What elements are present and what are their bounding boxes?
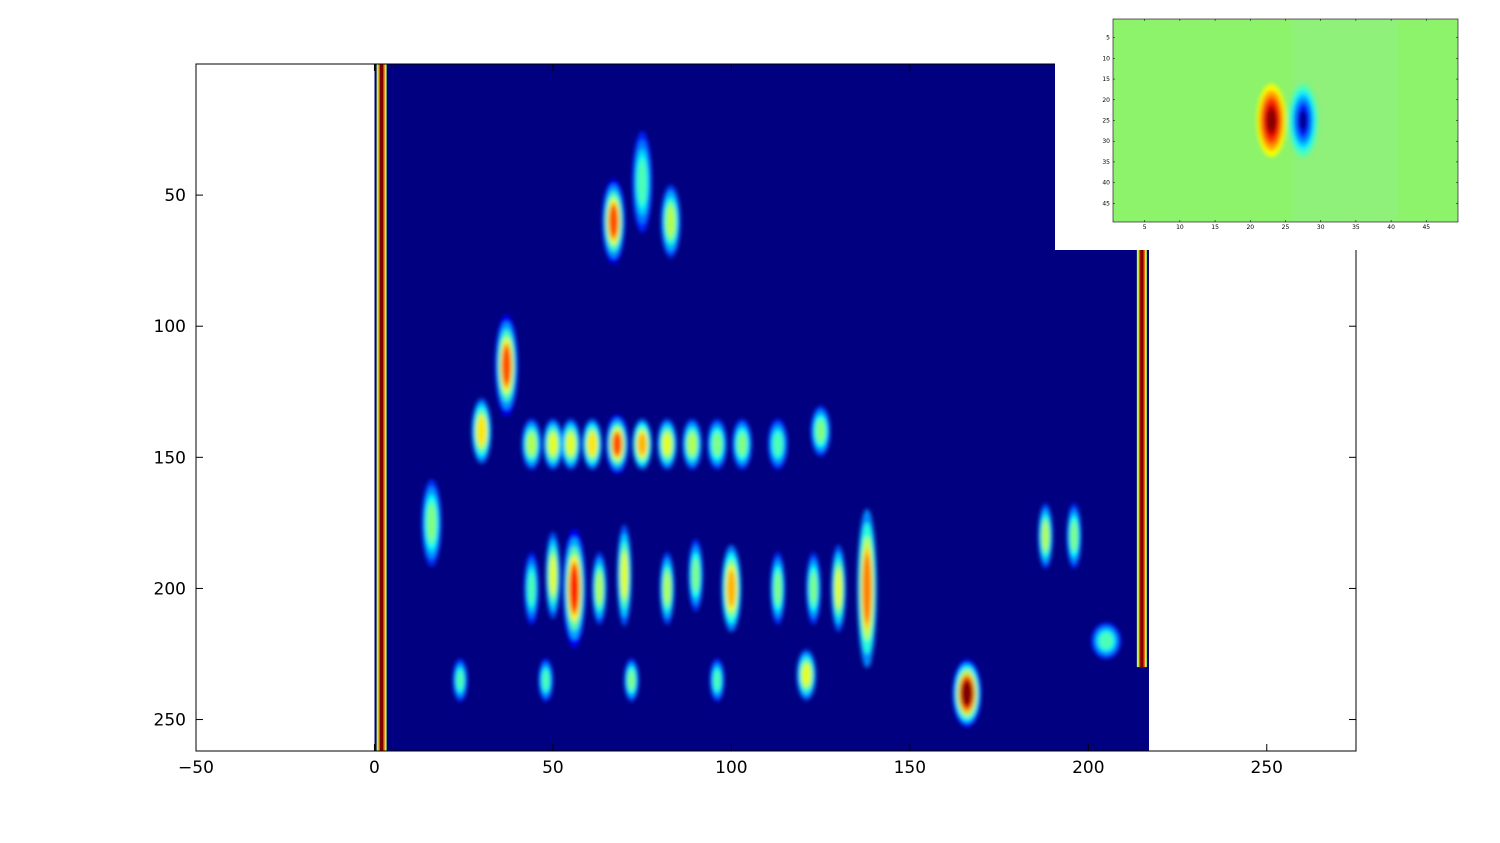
inset-y-tick-label: 20 [1102, 97, 1110, 104]
main-heatmap-features [421, 131, 1121, 728]
inset-x-tick-label: 10 [1176, 224, 1184, 231]
main-heatmap-feature [810, 572, 817, 605]
main-heatmap-feature [1099, 633, 1113, 649]
main-heatmap-feature [713, 670, 721, 690]
main-y-tick-label: 200 [154, 579, 186, 599]
main-heatmap-feature [666, 205, 675, 238]
inset-y-tick-label: 25 [1102, 118, 1110, 125]
main-heatmap-feature [502, 346, 511, 385]
main-y-axis: 50 100 150 200 250 [154, 186, 1356, 731]
inset-y-tick-label: 30 [1102, 138, 1110, 145]
main-heatmap-feature [477, 416, 486, 446]
main-heatmap-feature [835, 569, 842, 608]
main-heatmap-feature [737, 433, 747, 456]
main-heatmap-feature [663, 572, 671, 605]
main-heatmap-feature [570, 566, 579, 611]
inset-y-tick-label: 10 [1102, 55, 1110, 62]
inset-x-tick-label: 25 [1282, 224, 1290, 231]
main-heatmap-feature [637, 433, 647, 456]
main-heatmap-background-cell [374, 64, 1149, 751]
main-heatmap-feature [692, 559, 699, 592]
main-heatmap-feature [774, 572, 781, 605]
inset-x-tick-label: 35 [1352, 224, 1360, 231]
main-heatmap-feature [637, 159, 647, 205]
inset-heatmap-features [1256, 84, 1318, 157]
inset-y-axis: 5 10 15 20 25 30 35 40 45 [1102, 35, 1458, 207]
main-x-tick-label: 50 [542, 758, 564, 778]
main-heatmap-feature [596, 572, 603, 605]
main-heatmap-feature [427, 503, 436, 542]
main-heatmap-feature [1070, 521, 1078, 551]
main-heatmap-feature [548, 433, 558, 456]
main-heatmap-feature [727, 569, 736, 608]
main-heatmap-feature [612, 433, 622, 456]
main-x-tick-label: 250 [1251, 758, 1283, 778]
inset-x-tick-label: 15 [1211, 224, 1219, 231]
inset-x-tick-label: 30 [1317, 224, 1325, 231]
main-heatmap-feature [609, 205, 618, 238]
main-heatmap-feature [773, 433, 783, 456]
inset-heatmap-image [1113, 19, 1458, 222]
main-heatmap-feature [456, 670, 464, 690]
inset-y-tick-label: 35 [1102, 159, 1110, 166]
main-heatmap-image [374, 64, 1149, 751]
main-heatmap-feature [628, 670, 635, 690]
main-heatmap-feature [621, 553, 628, 598]
main-edge-line [1140, 247, 1144, 668]
main-y-tick-label: 100 [154, 317, 186, 337]
inset-x-axis: 5 10 15 20 25 30 35 40 45 [1143, 19, 1430, 231]
main-heatmap-feature [802, 663, 811, 686]
main-heatmap-feature [712, 433, 722, 456]
inset-x-tick-label: 40 [1387, 224, 1395, 231]
main-y-tick-label: 50 [164, 186, 186, 206]
inset-x-tick-label: 5 [1143, 224, 1147, 231]
main-heatmap-feature [528, 572, 535, 605]
main-y-tick-label: 150 [154, 448, 186, 468]
main-x-tick-label: 150 [894, 758, 926, 778]
main-heatmap-feature [527, 433, 536, 456]
inset-y-tick-label: 45 [1102, 200, 1110, 207]
main-heatmap-feature [862, 553, 872, 624]
main-x-axis: −50 0 50 100 150 200 250 [178, 64, 1283, 778]
inset-heatmap-feature [1267, 109, 1276, 132]
inset-y-tick-label: 40 [1102, 180, 1110, 187]
main-heatmap-feature [1042, 521, 1049, 551]
main-heatmap-feature [542, 670, 549, 690]
main-heatmap-feature [687, 433, 697, 456]
inset-y-tick-label: 15 [1102, 76, 1110, 83]
main-heatmap-feature [587, 433, 597, 456]
inset-heatmap-feature [1298, 109, 1308, 132]
main-heatmap-feature [549, 556, 557, 595]
inset-kernel-plot: 5 10 15 20 25 30 35 40 45 5 10 15 20 25 30 35 40 45 [1055, 14, 1462, 250]
main-x-tick-label: 200 [1072, 758, 1104, 778]
main-x-tick-label: 100 [715, 758, 747, 778]
main-heatmap-feature [961, 680, 973, 706]
main-x-tick-label: −50 [178, 758, 214, 778]
main-heatmap-feature [662, 433, 672, 456]
main-heatmap-feature [566, 433, 576, 456]
main-axes-box [195, 63, 1357, 752]
main-heatmap-feature [816, 420, 825, 443]
main-edge-line [380, 64, 384, 751]
inset-x-tick-label: 20 [1246, 224, 1254, 231]
main-x-tick-label: 0 [369, 758, 380, 778]
main-y-tick-label: 250 [154, 711, 186, 731]
inset-y-tick-label: 5 [1106, 35, 1110, 42]
inset-x-tick-label: 45 [1422, 224, 1430, 231]
